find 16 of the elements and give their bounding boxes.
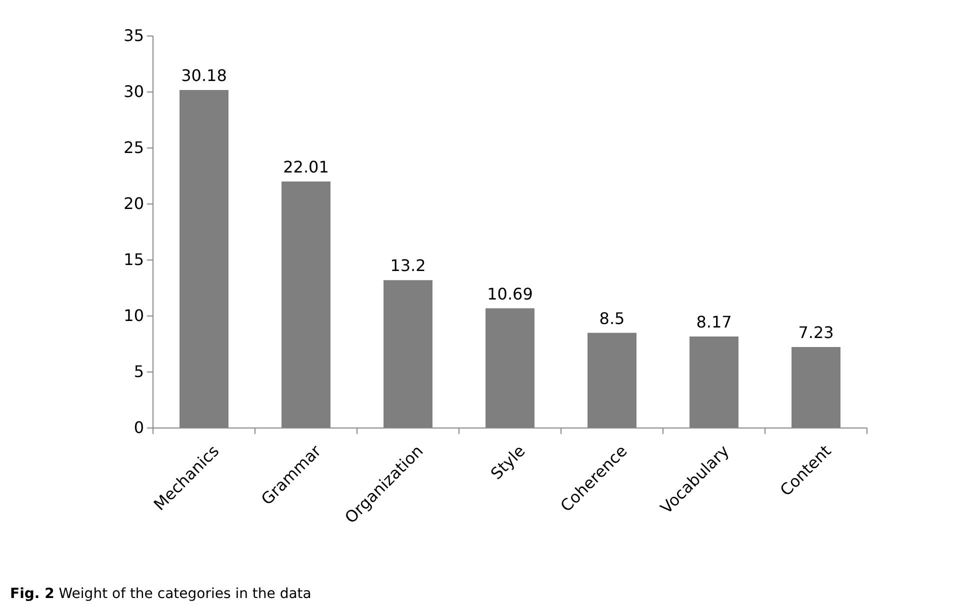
y-tick-label: 15 bbox=[124, 250, 144, 270]
y-tick-label: 10 bbox=[124, 306, 144, 326]
data-label: 22.01 bbox=[283, 157, 329, 176]
y-tick-label: 0 bbox=[134, 418, 144, 438]
data-label: 8.5 bbox=[599, 308, 625, 328]
data-label: 7.23 bbox=[798, 323, 834, 342]
data-label: 13.2 bbox=[390, 256, 426, 276]
y-tick-label: 30 bbox=[124, 82, 144, 102]
data-label: 10.69 bbox=[487, 284, 533, 304]
y-tick-label: 25 bbox=[124, 138, 144, 158]
y-tick-label: 20 bbox=[124, 194, 144, 214]
data-label: 30.18 bbox=[181, 66, 227, 85]
y-tick-label: 35 bbox=[124, 26, 144, 46]
y-tick-label: 5 bbox=[134, 362, 144, 382]
data-label: 8.17 bbox=[696, 312, 732, 332]
caption: Fig. 2 Weight of the categories in the data bbox=[10, 586, 312, 602]
